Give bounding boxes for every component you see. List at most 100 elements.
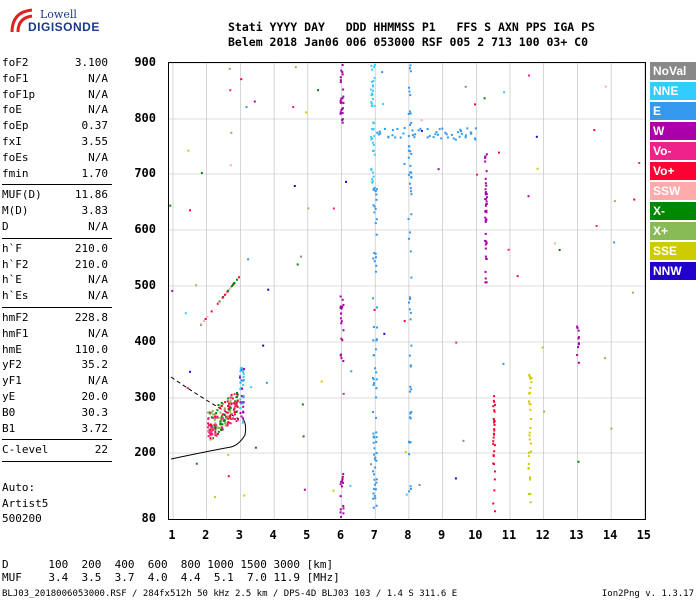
echo-point — [209, 438, 212, 441]
noise-point — [527, 195, 530, 198]
echo-point — [527, 462, 530, 465]
echo-point — [233, 413, 236, 416]
echo-point — [530, 450, 533, 453]
legend-item: SSE — [650, 242, 696, 260]
echo-point — [223, 293, 226, 296]
echo-point — [216, 415, 219, 418]
noise-point — [227, 453, 230, 456]
echo-point — [383, 127, 386, 130]
noise-point — [292, 106, 295, 109]
echo-point — [227, 408, 230, 411]
echo-point — [408, 231, 411, 234]
echo-point — [407, 156, 410, 159]
echo-point — [407, 135, 410, 138]
param-value: 210.0 — [74, 241, 108, 255]
noise-point — [240, 78, 243, 81]
echo-point — [339, 295, 342, 298]
echo-point — [374, 256, 377, 259]
noise-point — [527, 74, 530, 77]
echo-point — [372, 432, 375, 435]
param-separator — [2, 439, 112, 441]
echo-point — [370, 93, 373, 96]
echo-point — [410, 193, 413, 196]
echo-point — [373, 494, 376, 497]
echo-point — [209, 425, 212, 428]
param-label: foF2 — [2, 56, 29, 69]
noise-point — [350, 370, 353, 373]
echo-point — [228, 415, 231, 418]
echo-point — [370, 136, 373, 139]
echo-point — [216, 302, 219, 305]
echo-point — [339, 112, 342, 115]
param-value: 3.72 — [81, 421, 109, 435]
echo-point — [218, 407, 221, 410]
echo-point — [403, 127, 406, 130]
echo-point — [474, 127, 477, 130]
echo-point — [444, 131, 447, 134]
echo-point — [371, 68, 374, 71]
echo-point — [391, 134, 394, 137]
echo-point — [241, 387, 244, 390]
echo-point — [485, 170, 488, 173]
param-value: 0.37 — [81, 119, 109, 133]
echo-point — [407, 237, 410, 240]
echo-point — [372, 383, 375, 386]
echo-point — [371, 128, 374, 131]
noise-point — [403, 162, 406, 165]
echo-point — [409, 70, 412, 73]
echo-point — [370, 138, 373, 141]
echo-point — [342, 512, 345, 515]
header-line1: Stati YYYY DAY DDD HHMMSS P1 FFS S AXN P… — [228, 20, 595, 34]
echo-point — [373, 153, 376, 156]
echo-point — [339, 508, 342, 511]
echo-point — [409, 364, 412, 367]
param-label: h`E — [2, 273, 22, 287]
echo-point — [242, 384, 245, 387]
auto-line2: Artist5 — [2, 496, 49, 510]
echo-point — [209, 434, 212, 437]
echo-point — [213, 419, 216, 422]
echo-point — [529, 492, 532, 495]
noise-point — [558, 249, 561, 252]
echo-point — [229, 396, 232, 399]
noise-point — [536, 167, 539, 170]
echo-point — [373, 447, 376, 450]
echo-point — [408, 416, 411, 419]
echo-point — [466, 127, 469, 130]
param-label: yF2 — [2, 358, 22, 372]
echo-point — [484, 210, 487, 213]
param-separator — [2, 461, 112, 463]
station-header: Stati YYYY DAY DDD HHMMSS P1 FFS S AXN P… — [228, 20, 595, 50]
echo-point — [530, 381, 533, 384]
echo-point — [220, 404, 223, 407]
echo-point — [394, 136, 397, 139]
echo-point — [377, 133, 380, 136]
echo-point — [375, 193, 378, 196]
param-label: hmF1 — [2, 326, 29, 340]
echo-point — [225, 416, 228, 419]
echo-point — [235, 404, 238, 407]
echo-point — [371, 181, 374, 184]
echo-point — [341, 73, 344, 76]
echo-point — [239, 376, 242, 379]
y-tick-label: 700 — [134, 166, 156, 180]
echo-point — [241, 421, 244, 424]
noise-point — [503, 91, 506, 94]
param-label: foE — [2, 103, 22, 117]
echo-point — [434, 133, 437, 136]
echo-point — [372, 128, 375, 131]
x-tick-label: 9 — [437, 528, 446, 542]
param-value: 3.83 — [81, 204, 109, 218]
echo-point — [217, 416, 220, 419]
echo-point — [210, 411, 213, 414]
noise-point — [254, 446, 257, 449]
echo-point — [229, 408, 232, 411]
echo-point — [529, 442, 532, 445]
echo-point — [215, 412, 218, 415]
echo-point — [242, 373, 245, 376]
legend-item: Vo- — [650, 142, 696, 160]
echo-point — [342, 473, 345, 476]
file-info: BLJ03_2018006053000.RSF / 284fx512h 50 k… — [2, 589, 458, 599]
echo-point — [341, 305, 344, 308]
echo-point — [223, 409, 226, 412]
